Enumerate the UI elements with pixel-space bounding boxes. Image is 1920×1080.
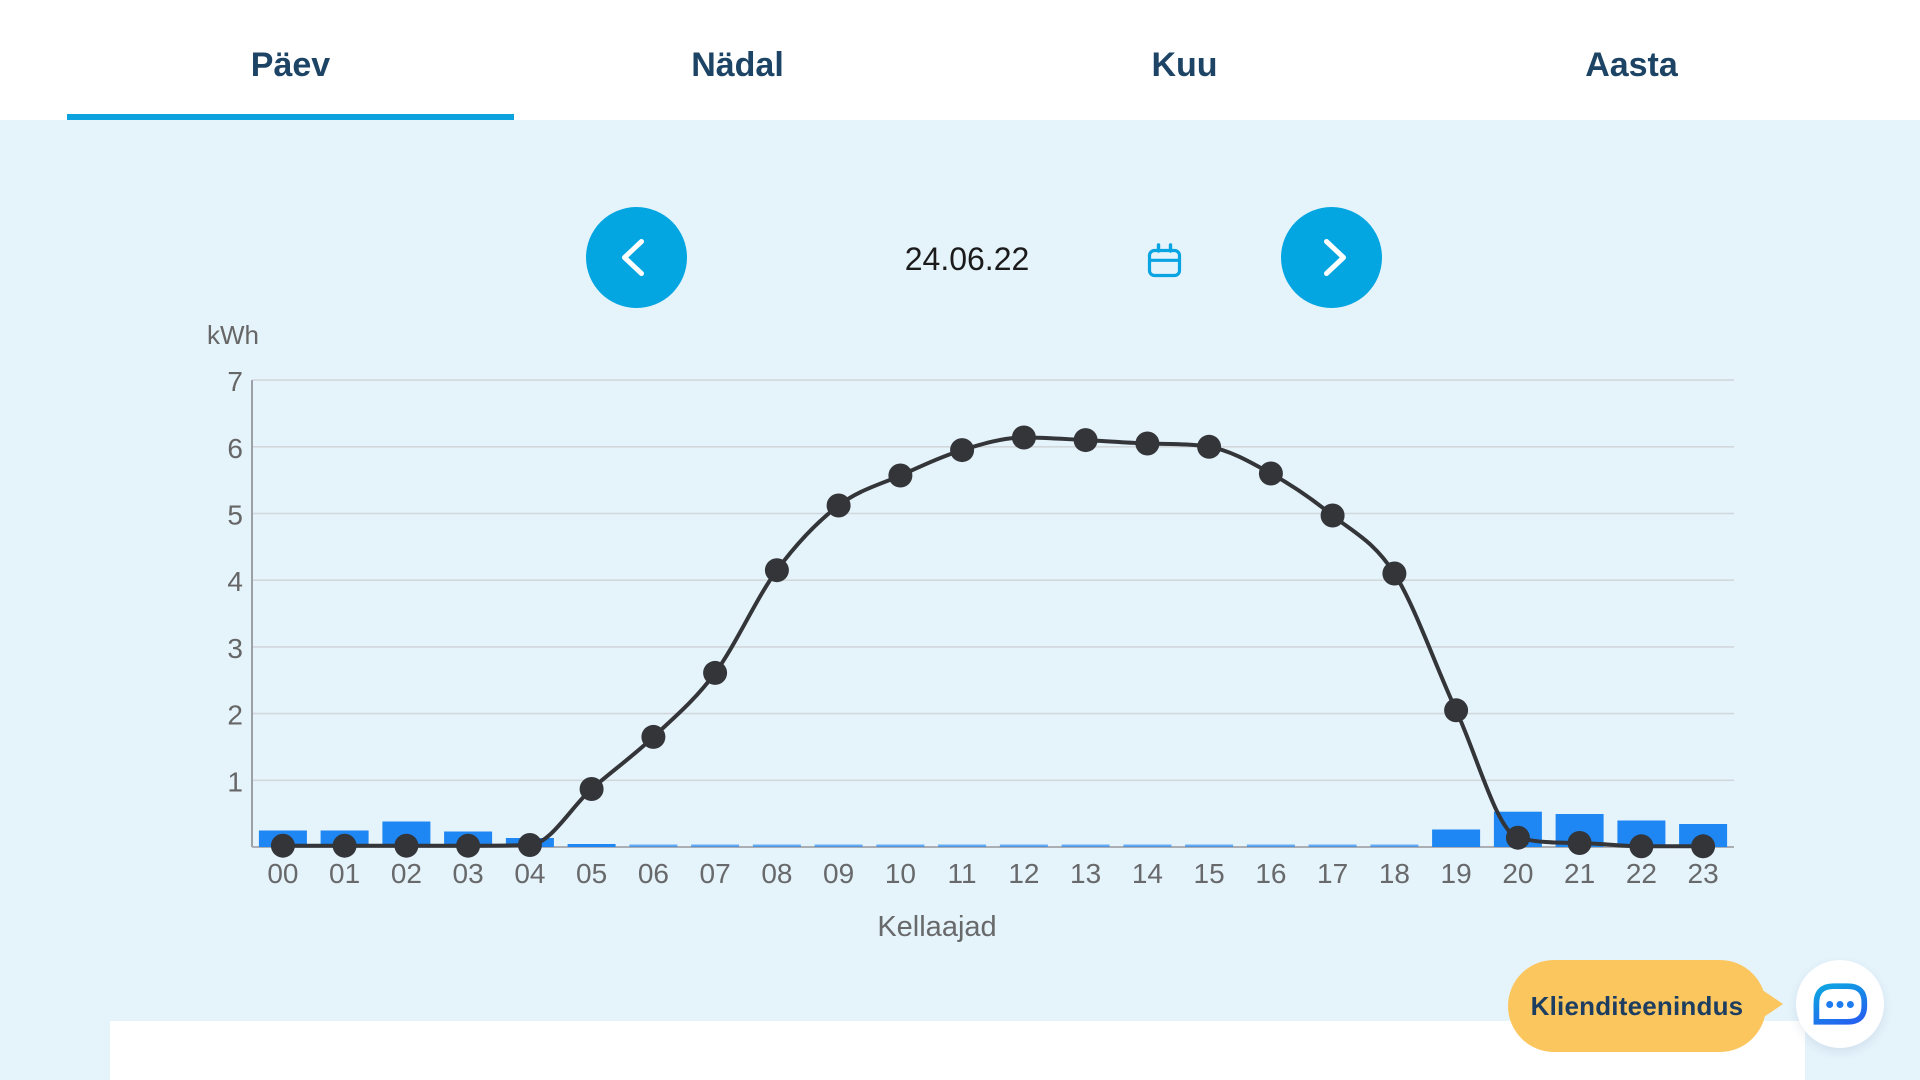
svg-text:04: 04 [514,858,545,889]
svg-text:05: 05 [576,858,607,889]
svg-text:19: 19 [1441,858,1472,889]
svg-text:10: 10 [885,858,916,889]
svg-text:01: 01 [329,858,360,889]
svg-text:3: 3 [227,633,243,664]
svg-text:kWh: kWh [207,320,259,350]
svg-text:14: 14 [1132,858,1163,889]
svg-text:16: 16 [1255,858,1286,889]
svg-text:22: 22 [1626,858,1657,889]
svg-text:1: 1 [227,766,243,797]
svg-text:06: 06 [638,858,669,889]
svg-text:17: 17 [1317,858,1348,889]
svg-text:20: 20 [1502,858,1533,889]
svg-text:07: 07 [700,858,731,889]
svg-text:09: 09 [823,858,854,889]
svg-text:12: 12 [1008,858,1039,889]
svg-text:13: 13 [1070,858,1101,889]
svg-text:Kellaajad: Kellaajad [877,911,996,943]
svg-text:6: 6 [227,433,243,464]
svg-text:00: 00 [267,858,298,889]
svg-text:21: 21 [1564,858,1595,889]
svg-text:7: 7 [227,366,243,397]
svg-text:15: 15 [1194,858,1225,889]
svg-text:23: 23 [1688,858,1719,889]
svg-text:02: 02 [391,858,422,889]
svg-text:08: 08 [761,858,792,889]
svg-text:11: 11 [948,858,977,889]
svg-text:03: 03 [453,858,484,889]
svg-text:5: 5 [227,500,243,531]
svg-text:4: 4 [227,566,243,597]
svg-text:18: 18 [1379,858,1410,889]
svg-text:2: 2 [227,700,243,731]
